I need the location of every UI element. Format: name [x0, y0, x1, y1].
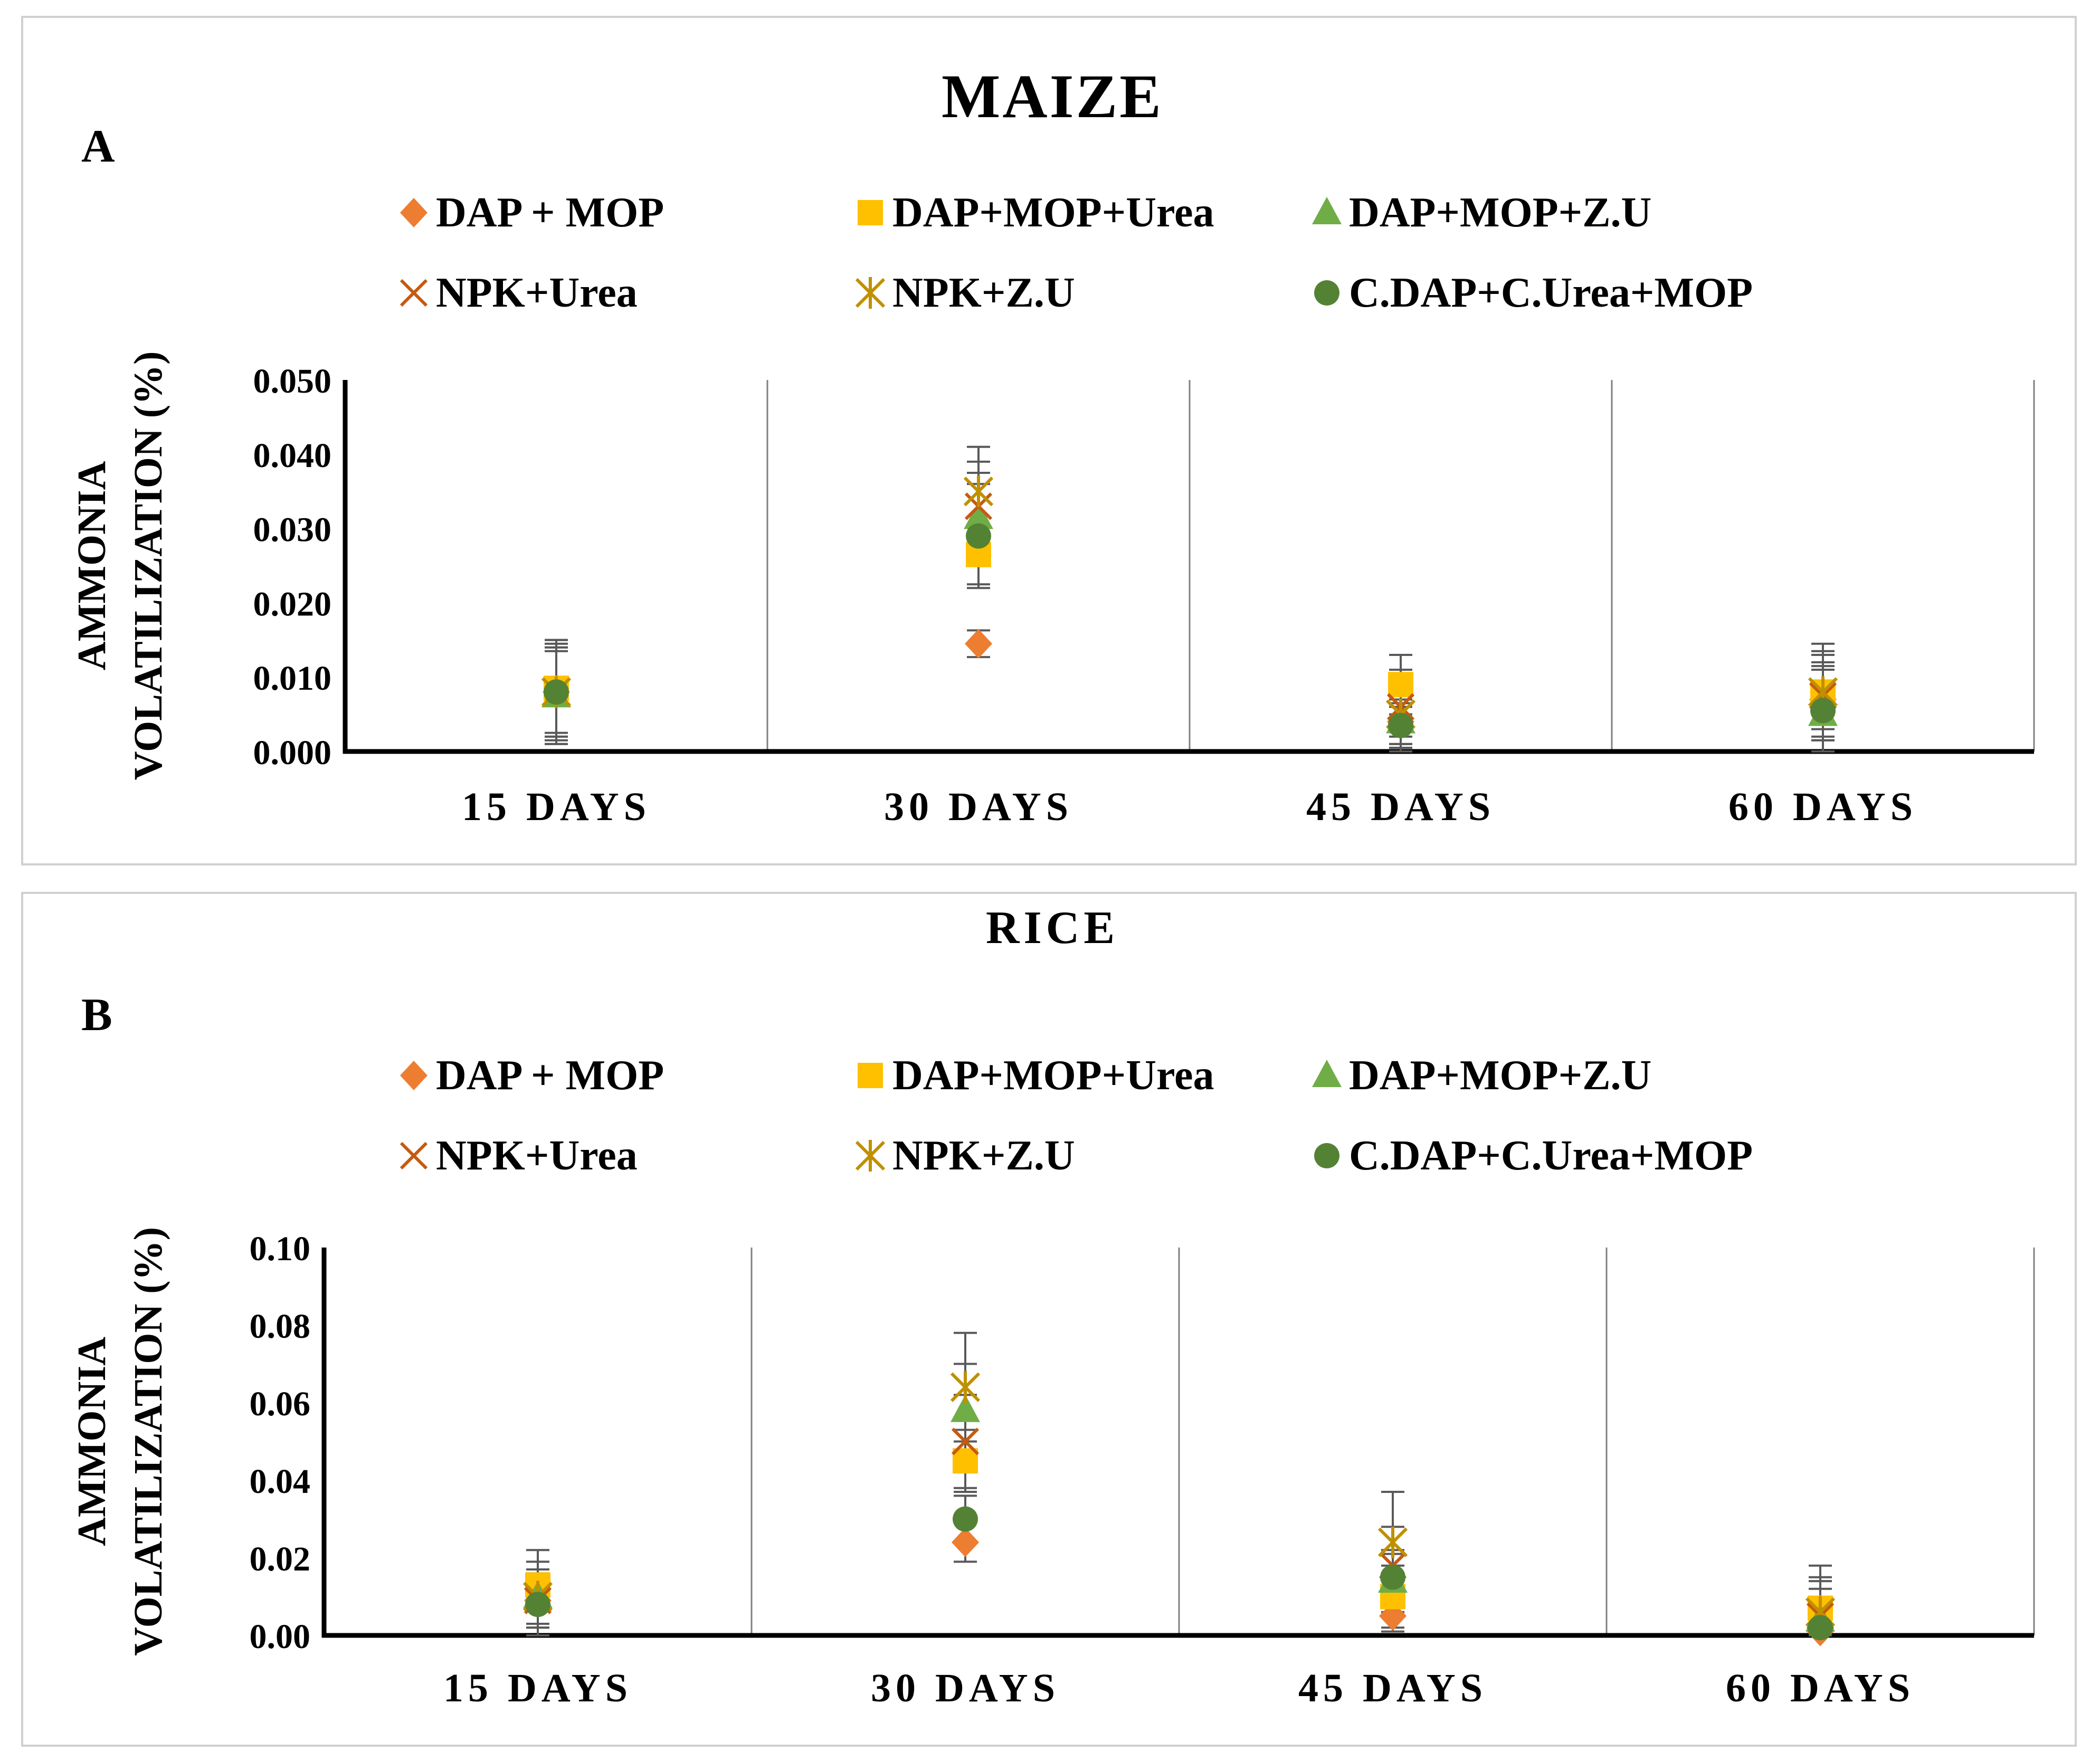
legend-marker-npk-urea — [400, 1141, 428, 1170]
data-points — [541, 445, 1838, 753]
legend-marker-dap-mop-urea — [858, 1063, 883, 1088]
legend-label-npk-urea: NPK+Urea — [436, 270, 638, 316]
legend-label-dap-mop-urea: DAP+MOP+Urea — [892, 189, 1214, 236]
y-tick-label: 0.010 — [253, 659, 332, 698]
legend: DAP + MOP DAP+MOP+Urea DAP+MOP+Z.U NPK+Urea… — [400, 189, 1753, 316]
data-points — [522, 1331, 1836, 1646]
legend-marker-npk-z-u — [855, 1140, 886, 1172]
legend-label-c-dap-c-urea-mop: C.DAP+C.Urea+MOP — [1349, 270, 1753, 316]
legend-marker-npk-urea-stroke-2 — [400, 1141, 428, 1170]
x-category-label-15-days: 15 DAYS — [443, 1666, 632, 1710]
data-point-c-dap-c-urea-mop-15-days — [525, 1592, 550, 1617]
legend-marker-npk-urea — [400, 279, 428, 307]
legend-item-npk-z-u: NPK+Z.U — [855, 1132, 1075, 1179]
legend-item-npk-urea: NPK+Urea — [400, 1132, 638, 1179]
y-tick-label: 0.08 — [250, 1307, 311, 1346]
legend-item-npk-z-u: NPK+Z.U — [855, 270, 1075, 316]
data-point-c-dap-c-urea-mop-30-days — [953, 1506, 978, 1532]
data-point-npk-urea-30-days-stroke-2 — [951, 1427, 980, 1455]
data-point-c-dap-c-urea-mop-15-days — [544, 679, 569, 705]
data-point-c-dap-c-urea-mop-30-days — [966, 523, 991, 549]
panel-b-rice-chart: RICE B DAP + MOP DAP+MOP+Urea DAP+MOP+Z.U NPK… — [21, 892, 2077, 1747]
legend-item-dap-mop-urea: DAP+MOP+Urea — [858, 189, 1214, 236]
legend: DAP + MOP DAP+MOP+Urea DAP+MOP+Z.U NPK+Urea… — [400, 1052, 1753, 1179]
legend-label-npk-urea: NPK+Urea — [436, 1132, 638, 1179]
legend-marker-c-dap-c-urea-mop — [1314, 1143, 1339, 1168]
x-category-label-30-days: 30 DAYS — [871, 1666, 1060, 1710]
y-tick-label: 0.000 — [253, 734, 332, 772]
panel-label: B — [81, 989, 112, 1041]
data-point-c-dap-c-urea-mop-60-days — [1810, 698, 1836, 724]
x-category-label-30-days: 30 DAYS — [884, 785, 1073, 829]
rice-chart-svg: RICE B DAP + MOP DAP+MOP+Urea DAP+MOP+Z.U NPK… — [70, 902, 2035, 1710]
x-category-label-45-days: 45 DAYS — [1306, 785, 1495, 829]
y-axis-label-line-1: AMMONIA — [70, 1337, 114, 1546]
y-tick-label: 0.02 — [250, 1540, 311, 1578]
legend-marker-dap-mop — [400, 1061, 427, 1090]
panel-a-maize-chart: MAIZE A DAP + MOP DAP+MOP+Urea DAP+MOP+Z.U NP… — [21, 16, 2077, 865]
legend-marker-dap-mop-z-u — [1312, 1060, 1342, 1087]
y-axis-label-line-1: AMMONIA — [70, 461, 114, 670]
y-tick-label: 0.020 — [253, 585, 332, 623]
maize-chart-svg: MAIZE A DAP + MOP DAP+MOP+Urea DAP+MOP+Z.U NP… — [70, 62, 2035, 829]
legend-label-c-dap-c-urea-mop: C.DAP+C.Urea+MOP — [1349, 1132, 1753, 1179]
legend-label-dap-mop-z-u: DAP+MOP+Z.U — [1349, 189, 1651, 236]
legend-marker-dap-mop-z-u — [1312, 197, 1342, 224]
legend-label-dap-mop: DAP + MOP — [436, 189, 664, 236]
y-tick-label: 0.00 — [250, 1617, 311, 1656]
data-point-dap-mop-30-days — [965, 629, 992, 659]
chart-title: RICE — [986, 902, 1119, 954]
legend-label-npk-z-u: NPK+Z.U — [892, 1132, 1075, 1179]
legend-item-dap-mop-urea: DAP+MOP+Urea — [858, 1052, 1214, 1099]
legend-marker-dap-mop — [400, 198, 427, 227]
data-point-dap-mop-z-u-30-days — [951, 1394, 980, 1422]
legend-label-dap-mop-z-u: DAP+MOP+Z.U — [1349, 1052, 1651, 1099]
legend-label-dap-mop-urea: DAP+MOP+Urea — [892, 1052, 1214, 1099]
y-tick-label: 0.030 — [253, 511, 332, 549]
x-category-label-60-days: 60 DAYS — [1728, 785, 1917, 829]
data-point-dap-mop-urea-30-days — [953, 1448, 978, 1474]
legend-marker-npk-urea-stroke-2 — [400, 279, 428, 307]
legend-item-dap-mop: DAP + MOP — [400, 189, 664, 236]
data-point-c-dap-c-urea-mop-60-days — [1808, 1615, 1833, 1641]
y-tick-label: 0.050 — [253, 362, 332, 401]
legend-label-dap-mop: DAP + MOP — [436, 1052, 664, 1099]
legend-item-dap-mop-z-u: DAP+MOP+Z.U — [1312, 1052, 1651, 1099]
legend-marker-npk-z-u — [855, 277, 886, 309]
data-point-dap-mop-30-days — [952, 1527, 979, 1557]
panel-label: A — [81, 121, 115, 172]
legend-marker-c-dap-c-urea-mop — [1314, 280, 1339, 306]
data-point-npk-z-u-30-days — [950, 1371, 981, 1403]
x-category-label-60-days: 60 DAYS — [1726, 1666, 1915, 1710]
chart-title: MAIZE — [942, 62, 1163, 131]
y-tick-label: 0.04 — [250, 1462, 311, 1501]
legend-label-npk-z-u: NPK+Z.U — [892, 270, 1075, 316]
data-point-c-dap-c-urea-mop-45-days — [1388, 712, 1413, 738]
legend-item-dap-mop: DAP + MOP — [400, 1052, 664, 1099]
legend-item-npk-urea: NPK+Urea — [400, 270, 638, 316]
legend-marker-dap-mop-urea — [858, 200, 883, 225]
y-tick-label: 0.06 — [250, 1385, 311, 1423]
data-point-npk-z-u-30-days — [963, 475, 994, 508]
data-point-dap-mop-z-u-30-days — [964, 501, 993, 529]
data-point-c-dap-c-urea-mop-45-days — [1380, 1564, 1405, 1590]
x-category-label-15-days: 15 DAYS — [462, 785, 651, 829]
x-category-label-45-days: 45 DAYS — [1298, 1666, 1487, 1710]
y-tick-label: 0.040 — [253, 436, 332, 475]
data-point-npk-urea-30-days — [951, 1427, 980, 1455]
y-tick-label: 0.10 — [250, 1230, 311, 1268]
legend-item-c-dap-c-urea-mop: C.DAP+C.Urea+MOP — [1314, 1132, 1753, 1179]
y-axis-label-line-2: VOLATILIZATION (%) — [126, 1227, 170, 1656]
legend-item-dap-mop-z-u: DAP+MOP+Z.U — [1312, 189, 1651, 236]
data-point-npk-z-u-45-days — [1377, 1526, 1408, 1558]
y-axis-label-line-2: VOLATILIZATION (%) — [126, 351, 170, 780]
data-point-dap-mop-urea-45-days — [1388, 672, 1413, 698]
legend-item-c-dap-c-urea-mop: C.DAP+C.Urea+MOP — [1314, 270, 1753, 316]
